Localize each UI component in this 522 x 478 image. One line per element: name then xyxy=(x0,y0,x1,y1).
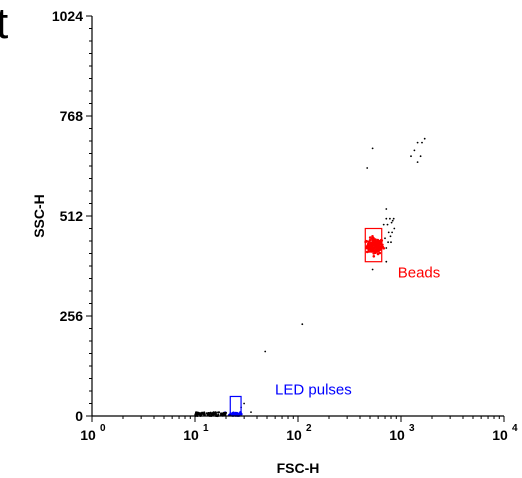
x-tick-label: 10 xyxy=(80,427,96,443)
event-point xyxy=(389,217,391,220)
event-point xyxy=(391,231,393,234)
event-point xyxy=(390,241,392,244)
event-point xyxy=(376,242,380,246)
event-point xyxy=(224,411,227,414)
event-point xyxy=(372,254,376,258)
event-point xyxy=(376,252,380,256)
gate-rectangle xyxy=(229,395,242,415)
event-point xyxy=(367,250,370,253)
event-point xyxy=(393,227,396,230)
event-point xyxy=(416,161,419,164)
x-tick-label: 10 xyxy=(389,427,405,443)
event-point xyxy=(207,412,211,415)
event-point xyxy=(410,155,412,158)
event-point xyxy=(389,235,392,238)
y-tick-label: 768 xyxy=(60,108,84,124)
event-point xyxy=(264,350,267,353)
event-point xyxy=(214,412,217,415)
gates: Beads LED pulses xyxy=(229,227,441,415)
event-point xyxy=(371,147,374,150)
gate-label: Beads xyxy=(398,265,441,282)
event-point xyxy=(301,323,304,326)
event-point xyxy=(368,236,372,239)
x-tick-exponent: 3 xyxy=(409,423,415,434)
x-axis-title: FSC-H xyxy=(277,460,320,476)
event-point xyxy=(372,240,376,244)
event-point xyxy=(378,247,381,250)
event-point xyxy=(384,237,386,240)
event-point xyxy=(413,149,416,152)
event-point xyxy=(419,155,422,158)
y-tick-label: 0 xyxy=(75,408,83,424)
event-point xyxy=(201,411,204,414)
x-tick-exponent: 0 xyxy=(100,423,106,434)
event-point xyxy=(392,217,395,220)
x-tick-exponent: 2 xyxy=(306,423,312,434)
event-point xyxy=(250,411,252,413)
event-point xyxy=(371,243,375,246)
events-layer xyxy=(194,137,426,418)
y-axis-title: SSC-H xyxy=(31,194,47,238)
event-point xyxy=(372,249,376,253)
x-tick-exponent: 1 xyxy=(203,423,209,434)
event-point xyxy=(382,223,385,226)
cropped-text-fragment: t xyxy=(0,0,9,48)
event-point xyxy=(385,260,388,263)
event-point xyxy=(375,248,379,251)
event-point xyxy=(385,247,388,249)
event-point xyxy=(196,411,199,414)
event-point xyxy=(371,235,374,238)
event-point xyxy=(385,208,388,210)
event-point xyxy=(423,137,426,140)
event-point xyxy=(379,242,382,246)
event-point xyxy=(217,411,221,414)
event-point xyxy=(209,411,212,414)
y-tick-label: 256 xyxy=(60,308,84,324)
event-point xyxy=(374,251,377,254)
ticks: 10 0 10 1 10 2 10 3 10 4 0 256 512 768 1024 xyxy=(52,8,518,443)
event-point xyxy=(243,402,246,405)
event-point xyxy=(367,240,371,244)
x-tick-label: 10 xyxy=(492,427,508,443)
event-point xyxy=(421,141,423,144)
axes xyxy=(91,16,504,417)
event-point xyxy=(390,221,393,224)
event-point xyxy=(375,245,379,248)
y-tick-label: 1024 xyxy=(52,8,83,24)
event-point xyxy=(391,219,394,222)
event-point xyxy=(221,412,224,415)
event-point xyxy=(368,243,371,247)
event-point xyxy=(416,141,419,144)
gate-label: LED pulses xyxy=(275,381,352,398)
x-tick-label: 10 xyxy=(183,427,199,443)
event-point xyxy=(220,412,223,415)
x-tick-label: 10 xyxy=(286,427,302,443)
event-point xyxy=(371,268,374,271)
y-tick-label: 512 xyxy=(60,208,84,224)
event-point xyxy=(370,246,374,249)
event-point xyxy=(366,167,369,169)
gate-rectangle xyxy=(364,227,383,263)
event-point xyxy=(386,223,389,226)
event-point xyxy=(387,241,389,244)
event-point xyxy=(387,231,390,234)
x-tick-exponent: 4 xyxy=(512,423,518,434)
event-point xyxy=(385,217,388,220)
event-point xyxy=(202,412,205,416)
